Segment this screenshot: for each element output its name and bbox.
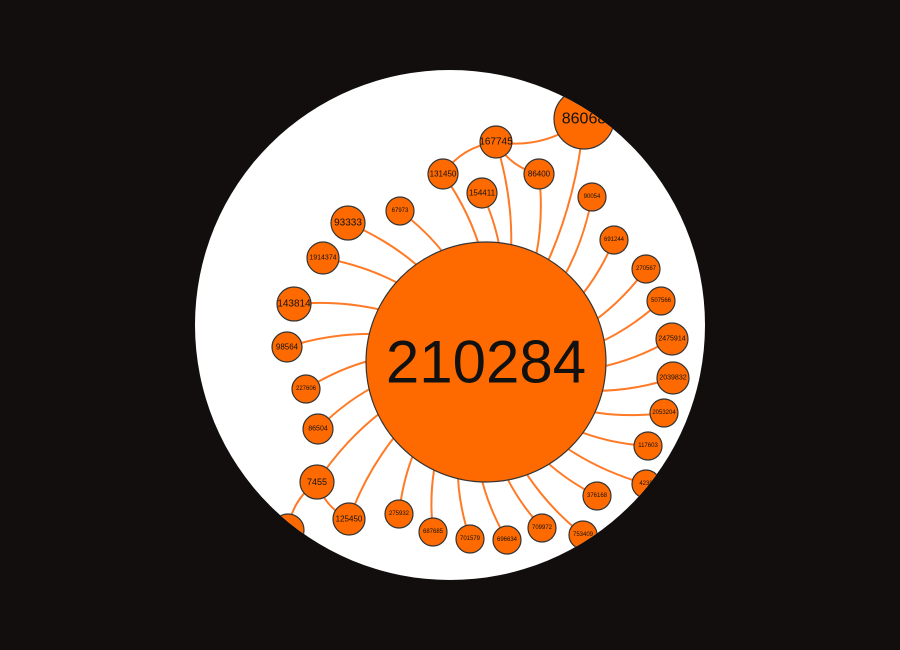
- node-label: 2475914: [658, 336, 685, 343]
- node-circle[interactable]: [582, 481, 612, 511]
- graph-node[interactable]: 1914374: [306, 241, 340, 275]
- node-label: 753409: [573, 532, 594, 538]
- node-label: 691244: [604, 237, 625, 243]
- node-circle[interactable]: [455, 524, 485, 554]
- node-label: 86400: [528, 170, 551, 179]
- graph-node[interactable]: 67973: [385, 196, 415, 226]
- node-label: 275932: [389, 511, 410, 517]
- graph-node[interactable]: 507566: [646, 286, 676, 316]
- node-label: 86504: [308, 426, 328, 433]
- node-circle[interactable]: [656, 361, 690, 395]
- graph-node[interactable]: 90054: [577, 182, 607, 212]
- graph-node[interactable]: 98564: [271, 331, 303, 363]
- nodes-layer: 86068 167745 131450 154411 86400 90054 67973 93…: [271, 88, 690, 555]
- node-circle[interactable]: [330, 205, 366, 241]
- graph-node[interactable]: 86068: [553, 88, 615, 150]
- node-circle[interactable]: [384, 499, 414, 529]
- graph-node[interactable]: 143814: [276, 286, 312, 322]
- graph-node[interactable]: [271, 513, 305, 547]
- node-circle[interactable]: [299, 464, 335, 500]
- graph-node[interactable]: 7455: [299, 464, 335, 500]
- graph-node[interactable]: 131450: [427, 158, 459, 190]
- graph-node[interactable]: 154411: [466, 177, 498, 209]
- graph-node[interactable]: 696634: [492, 525, 522, 555]
- graph-node[interactable]: 227606: [291, 374, 321, 404]
- graph-node[interactable]: 701579: [455, 524, 485, 554]
- graph-node[interactable]: 86400: [523, 158, 555, 190]
- graph-node[interactable]: 691244: [599, 225, 629, 255]
- node-label: 1914374: [309, 255, 336, 262]
- node-circle[interactable]: [418, 517, 448, 547]
- node-circle[interactable]: [527, 513, 557, 543]
- node-label: 125450: [336, 515, 363, 524]
- node-circle[interactable]: [276, 286, 312, 322]
- graph-node[interactable]: 2475914: [655, 322, 689, 356]
- graph-node[interactable]: 270567: [631, 254, 661, 284]
- node-label: 90054: [584, 194, 601, 200]
- node-label: 227606: [296, 386, 317, 392]
- graph-node[interactable]: 93333: [330, 205, 366, 241]
- node-circle[interactable]: [492, 525, 522, 555]
- node-label: 4239: [639, 481, 653, 487]
- center-node[interactable]: 210284: [365, 241, 607, 483]
- node-label: 376168: [587, 493, 608, 499]
- node-circle[interactable]: [633, 431, 663, 461]
- graph-node[interactable]: 2053204: [649, 398, 679, 428]
- node-label: 67973: [392, 208, 409, 214]
- graph-node[interactable]: 376168: [582, 481, 612, 511]
- node-circle[interactable]: [385, 196, 415, 226]
- node-circle[interactable]: [365, 241, 607, 483]
- graph-node[interactable]: 167745: [479, 125, 513, 159]
- node-label: 709972: [532, 525, 553, 531]
- graph-node[interactable]: 753409: [568, 520, 598, 550]
- node-label: 86068: [562, 111, 607, 128]
- node-label: 2039832: [659, 375, 686, 382]
- node-label: 7455: [307, 477, 327, 487]
- node-label: 167745: [479, 137, 513, 148]
- node-label: 117603: [638, 443, 658, 449]
- node-circle[interactable]: [271, 331, 303, 363]
- node-circle[interactable]: [291, 374, 321, 404]
- graph-node[interactable]: 709972: [527, 513, 557, 543]
- graph-node[interactable]: 275932: [384, 499, 414, 529]
- node-label: 154411: [469, 189, 496, 198]
- node-circle[interactable]: [332, 502, 366, 536]
- node-circle[interactable]: [646, 286, 676, 316]
- node-circle[interactable]: [271, 513, 305, 547]
- node-circle[interactable]: [577, 182, 607, 212]
- node-label: 143814: [277, 299, 311, 310]
- node-circle[interactable]: [306, 241, 340, 275]
- node-label: 270567: [636, 266, 657, 272]
- node-circle[interactable]: [479, 125, 513, 159]
- node-circle[interactable]: [427, 158, 459, 190]
- node-circle[interactable]: [466, 177, 498, 209]
- graph-node[interactable]: 86504: [302, 413, 334, 445]
- node-label: 93333: [334, 218, 362, 229]
- node-label: 701579: [460, 536, 481, 542]
- graph-node[interactable]: 687685: [418, 517, 448, 547]
- node-label: 98564: [276, 343, 299, 352]
- graph-node[interactable]: 125450: [332, 502, 366, 536]
- graph-node[interactable]: 117603: [633, 431, 663, 461]
- node-circle[interactable]: [655, 322, 689, 356]
- node-circle[interactable]: [302, 413, 334, 445]
- node-label: 696634: [497, 537, 518, 543]
- node-circle[interactable]: [649, 398, 679, 428]
- node-circle[interactable]: [523, 158, 555, 190]
- graph-node[interactable]: 4239: [631, 469, 661, 499]
- graph-node[interactable]: 2039832: [656, 361, 690, 395]
- node-label: 687685: [423, 529, 444, 535]
- node-label: 210284: [386, 329, 586, 396]
- node-label: 2053204: [652, 410, 676, 416]
- node-label: 507566: [651, 298, 672, 304]
- node-circle[interactable]: [631, 254, 661, 284]
- node-label: 131450: [430, 170, 457, 179]
- node-circle[interactable]: [599, 225, 629, 255]
